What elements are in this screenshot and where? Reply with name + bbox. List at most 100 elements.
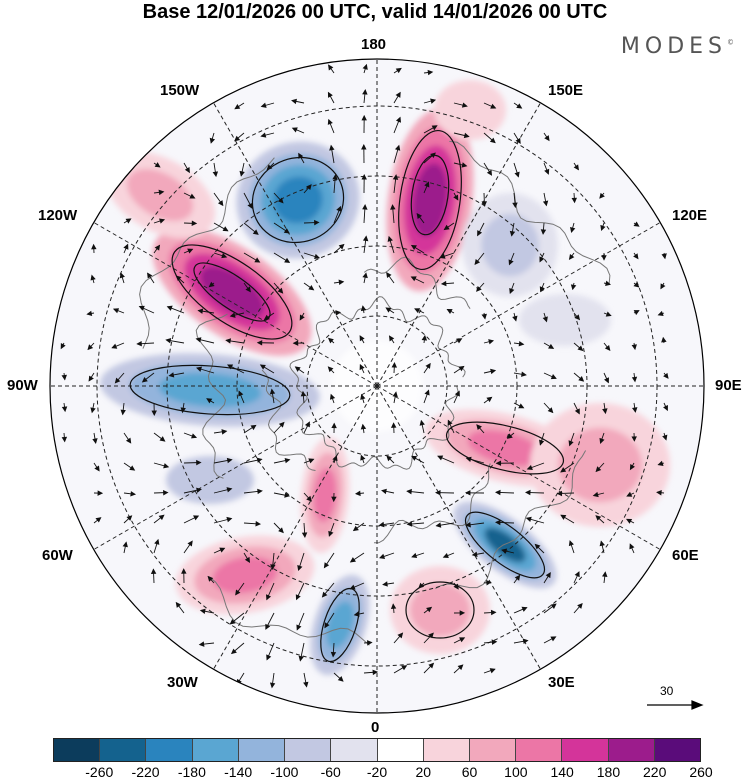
- wind-vector-head: [257, 488, 263, 495]
- wind-vector-head: [297, 565, 303, 572]
- wind-vector-head: [60, 343, 66, 350]
- wind-vector-head: [509, 288, 515, 295]
- wind-vector-head: [244, 556, 251, 563]
- anomaly-shading: [412, 163, 448, 237]
- wind-vector-head: [550, 603, 557, 609]
- height-contour: [193, 262, 271, 322]
- wind-vector-head: [217, 200, 224, 207]
- wind-vector-head: [395, 91, 401, 98]
- colorbar-swatch: [516, 739, 563, 761]
- wind-vector-head: [442, 552, 449, 558]
- wind-vector-head: [534, 543, 541, 550]
- coastline: [435, 450, 587, 589]
- wind-vector-head: [379, 553, 386, 559]
- wind-vector-head: [605, 280, 611, 287]
- wind-vector-head: [476, 285, 482, 292]
- wind-vector-head: [234, 135, 241, 142]
- wind-vector-head: [577, 345, 584, 352]
- wind-vector-head: [486, 169, 493, 176]
- wind-vector-head: [147, 272, 153, 279]
- wind-vector-head: [521, 606, 528, 612]
- anomaly-shading: [200, 266, 264, 318]
- wind-vector-head: [306, 495, 312, 502]
- wind-vectors: [60, 63, 669, 689]
- wind-vector-head: [411, 455, 418, 461]
- wind-vector-head: [435, 522, 442, 528]
- colorbar-swatch: [146, 739, 193, 761]
- lon-label-120w: 120W: [38, 207, 78, 224]
- wind-vector-head: [88, 375, 94, 382]
- wind-vector-head: [633, 310, 640, 316]
- wind-vector-head: [295, 594, 301, 601]
- wind-vector-head: [314, 219, 320, 226]
- wind-vector-head: [424, 389, 430, 396]
- wind-vector-head: [629, 543, 635, 550]
- wind-vector-head: [61, 406, 68, 413]
- meridian-line: [213, 102, 378, 387]
- wind-vector-head: [490, 103, 497, 109]
- wind-vector-head: [662, 434, 668, 441]
- wind-vector-head: [159, 218, 166, 224]
- wind-vector-head: [494, 489, 501, 496]
- meridian-line: [213, 385, 378, 670]
- wind-vector-head: [386, 271, 392, 278]
- wind-vector-head: [631, 344, 637, 351]
- wind-vector-head: [180, 407, 186, 414]
- wind-vector-head: [245, 286, 251, 293]
- colorbar-tick-label: 100: [504, 764, 528, 780]
- wind-vector-head: [362, 203, 368, 210]
- wind-vector-head: [234, 104, 241, 110]
- wind-vector-head: [112, 308, 120, 314]
- wind-vector-head: [657, 310, 664, 317]
- wind-vector-head: [362, 63, 368, 70]
- wind-vector-head: [151, 410, 157, 416]
- wind-vector-head: [61, 374, 67, 381]
- wind-vector-head: [550, 374, 557, 380]
- wind-vector-head: [490, 368, 497, 375]
- wind-vector-head: [189, 193, 196, 199]
- wind-vector-head: [360, 454, 366, 461]
- wind-vector-head: [184, 167, 190, 174]
- wind-vector-head: [229, 312, 236, 318]
- wind-vector-head: [197, 308, 204, 314]
- wind-vector-head: [574, 571, 580, 578]
- meridian-line: [376, 222, 661, 387]
- wind-vector-head: [360, 305, 367, 312]
- wind-vector-head: [362, 89, 368, 95]
- wind-vector-head: [250, 424, 257, 431]
- colorbar-swatch: [192, 739, 239, 761]
- wind-vector-head: [539, 286, 545, 293]
- wind-vector-head: [454, 390, 460, 397]
- height-contours: [129, 129, 565, 663]
- wind-vector-head: [372, 669, 379, 676]
- wind-vector-head: [394, 144, 401, 151]
- wind-vector-head: [300, 390, 307, 397]
- wind-vector-head: [657, 460, 664, 466]
- wind-vector-head: [548, 343, 555, 349]
- wind-vector-head: [486, 580, 492, 586]
- anomaly-shading: [166, 456, 254, 504]
- wind-vector-head: [328, 530, 334, 537]
- wind-vector-head: [175, 601, 182, 608]
- wind-vector-head: [440, 280, 447, 287]
- wind-vector-head: [278, 527, 284, 534]
- wind-vector-head: [359, 363, 365, 371]
- wind-vector-head: [465, 522, 471, 528]
- wind-vector-head: [207, 575, 214, 582]
- wind-vector-head: [471, 551, 478, 557]
- wind-vector-head: [518, 341, 525, 347]
- anomaly-field: [100, 80, 670, 676]
- wind-vector-head: [222, 226, 229, 232]
- wind-vector-head: [277, 197, 284, 204]
- wind-vector-head: [126, 515, 133, 521]
- wind-vector-head: [514, 171, 520, 178]
- wind-vector-head: [515, 137, 521, 144]
- wind-vector-head: [329, 144, 335, 151]
- wind-vector-head: [284, 457, 291, 464]
- wind-vector-head: [163, 463, 170, 469]
- wind-vector-head: [331, 496, 337, 503]
- wind-vector-head: [453, 194, 459, 201]
- colorbar-tick-label: 60: [461, 764, 478, 780]
- wind-vector-head: [301, 532, 308, 538]
- colorbar-swatch: [562, 739, 609, 761]
